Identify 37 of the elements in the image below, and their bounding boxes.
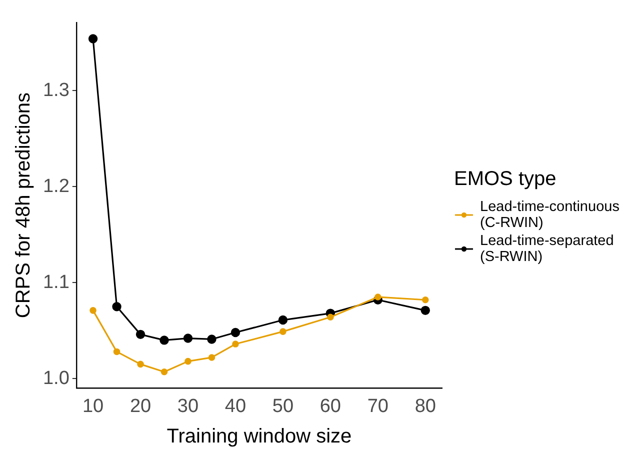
point [136,330,146,340]
point [280,328,286,335]
x-tick-label: 50 [272,396,294,417]
y-axis-title: CRPS for 48h predictions [12,92,35,318]
y-tick-label: 1.2 [42,176,70,197]
point [160,368,168,376]
x-tick-label: 30 [177,396,199,417]
legend-label: Lead-time-continuous (C-RWIN) [480,199,620,231]
point [88,34,98,44]
point [230,328,240,338]
y-tick-label: 1.0 [42,368,70,389]
point [160,336,169,345]
point [278,315,288,325]
x-tick-label: 80 [414,396,436,417]
legend-label: Lead-time-separated (S-RWIN) [480,233,615,265]
point [113,348,120,356]
point [208,354,216,361]
point [137,360,144,368]
x-tick-label: 60 [320,396,341,417]
x-tick-label: 20 [130,396,152,417]
point [420,306,430,316]
point [374,294,382,300]
point [90,307,96,314]
point [183,334,193,343]
y-tick-label: 1.3 [42,80,70,101]
legend-title: EMOS type [454,168,558,191]
x-tick-label: 10 [82,396,104,417]
point [207,334,216,344]
x-axis-title: Training window size [166,426,352,448]
y-tick-label: 1.1 [42,272,70,293]
point [184,358,192,365]
point [232,340,239,348]
point [422,296,429,304]
x-tick-label: 40 [224,396,246,417]
x-tick-label: 70 [367,396,388,417]
point [327,314,334,321]
point [112,302,122,312]
